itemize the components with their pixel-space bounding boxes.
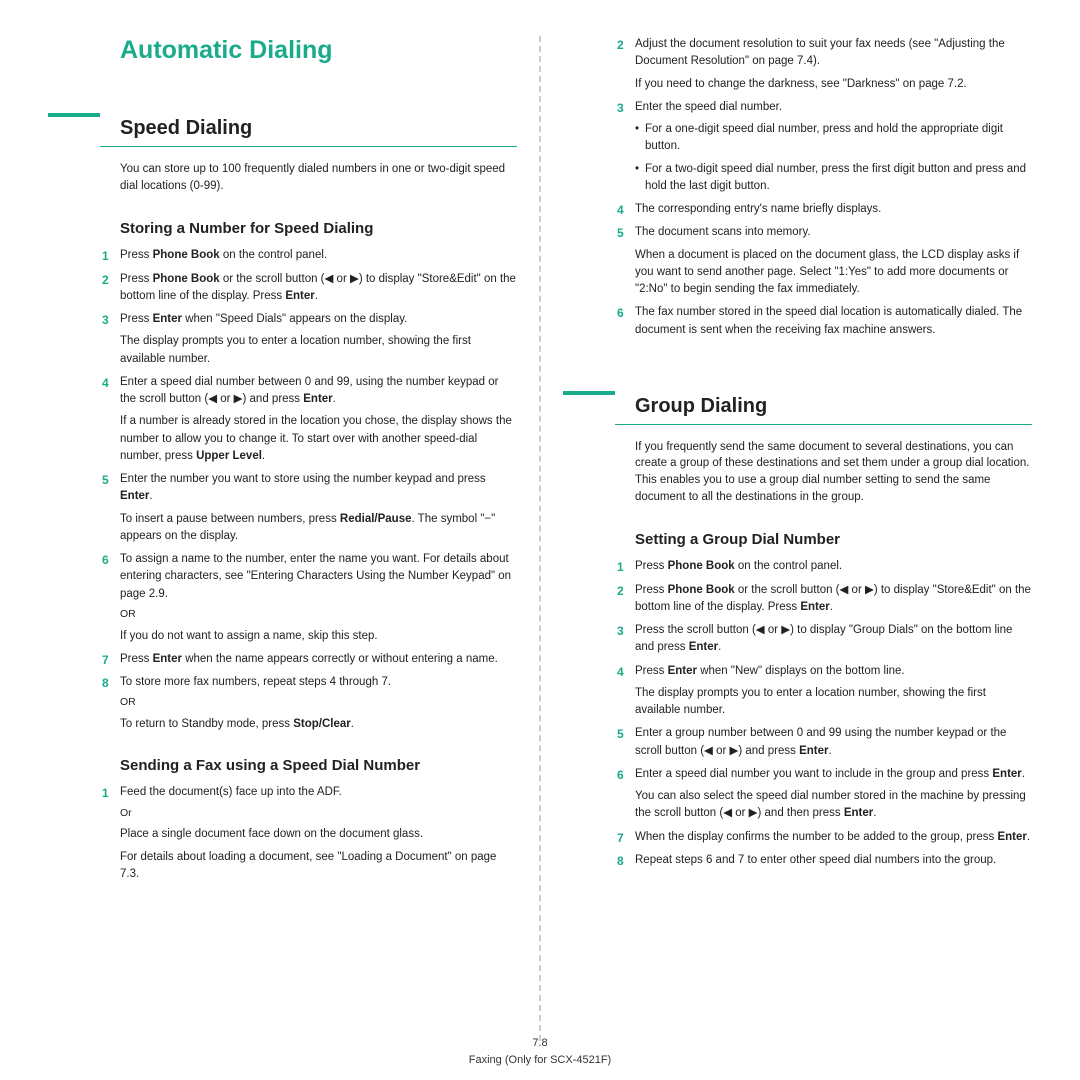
step: Adjust the document resolution to suit y… xyxy=(635,36,1032,93)
step: To store more fax numbers, repeat steps … xyxy=(120,674,517,733)
step: The corresponding entry's name briefly d… xyxy=(635,201,1032,218)
step: Enter a speed dial number you want to in… xyxy=(635,766,1032,823)
step: Enter a speed dial number between 0 and … xyxy=(120,374,517,465)
step: The fax number stored in the speed dial … xyxy=(635,304,1032,339)
intro-text: If you frequently send the same document… xyxy=(635,439,1032,506)
step: Feed the document(s) face up into the AD… xyxy=(120,784,517,883)
step: When the display confirms the number to … xyxy=(635,829,1032,846)
section-header-speed-dialing: Speed Dialing xyxy=(48,113,517,147)
step: Press Enter when "New" displays on the b… xyxy=(635,663,1032,720)
step: Press Phone Book or the scroll button (◀… xyxy=(635,582,1032,617)
section-title: Group Dialing xyxy=(635,395,1032,424)
section-header-group-dialing: Group Dialing xyxy=(563,391,1032,425)
step: Enter the speed dial number. For a one-d… xyxy=(635,99,1032,195)
intro-text: You can store up to 100 frequently diale… xyxy=(120,161,517,194)
step: Press Phone Book on the control panel. xyxy=(635,558,1032,575)
subhead-storing: Storing a Number for Speed Dialing xyxy=(120,220,517,237)
page-footer: 7.8 Faxing (Only for SCX-4521F) xyxy=(0,1035,1080,1070)
step: Enter a group number between 0 and 99 us… xyxy=(635,725,1032,760)
step: Press Enter when the name appears correc… xyxy=(120,651,517,668)
footer-note: Faxing (Only for SCX-4521F) xyxy=(0,1052,1080,1070)
step: The document scans into memory. When a d… xyxy=(635,224,1032,298)
step: Enter the number you want to store using… xyxy=(120,471,517,545)
step: Press the scroll button (◀ or ▶) to disp… xyxy=(635,622,1032,657)
subhead-sending-fax: Sending a Fax using a Speed Dial Number xyxy=(120,757,517,774)
page-number: 7.8 xyxy=(0,1035,1080,1053)
subhead-setting-group: Setting a Group Dial Number xyxy=(635,531,1032,548)
step: To assign a name to the number, enter th… xyxy=(120,551,517,645)
step: Press Phone Book on the control panel. xyxy=(120,247,517,264)
section-title: Speed Dialing xyxy=(120,117,517,146)
step: Press Enter when "Speed Dials" appears o… xyxy=(120,311,517,368)
step: Press Phone Book or the scroll button (◀… xyxy=(120,271,517,306)
step: Repeat steps 6 and 7 to enter other spee… xyxy=(635,852,1032,869)
main-title: Automatic Dialing xyxy=(120,36,517,65)
